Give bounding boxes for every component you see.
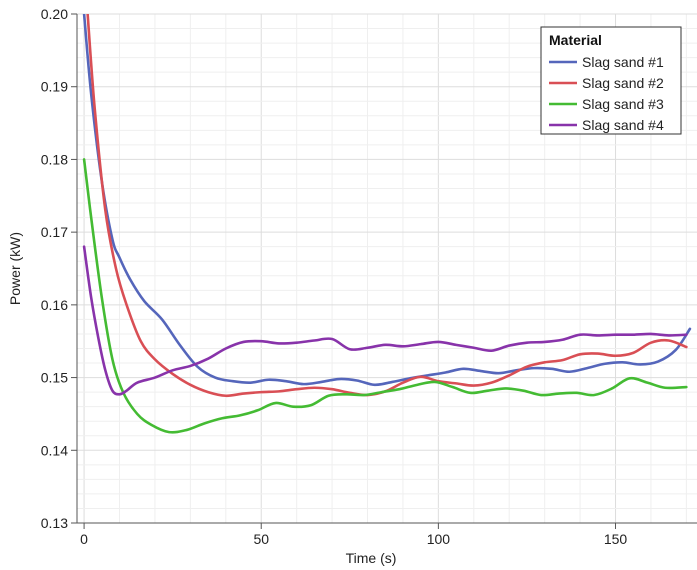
y-tick-label: 0.19: [41, 79, 68, 95]
legend-box: [540, 26, 682, 135]
tick-labels: 0 50 100 150 0.13 0.14 0.15 0.16 0.17 0.18 0.19 0.2…: [41, 6, 628, 547]
series-lines: [82, 14, 692, 434]
x-tick-label: 150: [604, 531, 628, 547]
y-tick-label: 0.20: [41, 6, 68, 22]
legend-label: Slag sand #4: [582, 117, 664, 133]
series-line-1: [82, 14, 692, 387]
y-tick-label: 0.17: [41, 224, 68, 240]
x-tick-label: 100: [427, 531, 451, 547]
x-tick-label: 50: [253, 531, 269, 547]
y-axis-title: Power (kW): [7, 232, 23, 305]
y-tick-label: 0.14: [41, 442, 68, 458]
legend-label: Slag sand #2: [582, 75, 664, 91]
y-tick-label: 0.18: [41, 151, 68, 167]
legend-items: Slag sand #1 Slag sand #2 Slag sand #3 Slag…: [549, 54, 664, 133]
legend-label: Slag sand #1: [582, 54, 664, 70]
y-tick-label: 0.15: [41, 370, 68, 386]
y-tick-label: 0.13: [41, 515, 68, 531]
y-tick-label: 0.16: [41, 297, 68, 313]
series-line-4: [82, 245, 688, 396]
x-tick-label: 0: [80, 531, 88, 547]
legend-label: Slag sand #3: [582, 96, 664, 112]
x-axis-title: Time (s): [346, 550, 397, 566]
legend-title: Material: [549, 32, 602, 48]
axes: [71, 13, 697, 529]
series-line-3: [82, 158, 688, 434]
